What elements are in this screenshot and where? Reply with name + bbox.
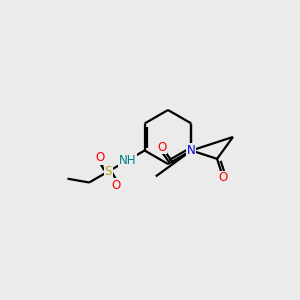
Text: O: O	[112, 179, 121, 192]
Text: O: O	[157, 141, 167, 154]
Text: NH: NH	[118, 154, 136, 167]
Text: S: S	[105, 165, 112, 178]
Text: N: N	[187, 144, 196, 157]
Text: O: O	[96, 151, 105, 164]
Text: O: O	[219, 171, 228, 184]
